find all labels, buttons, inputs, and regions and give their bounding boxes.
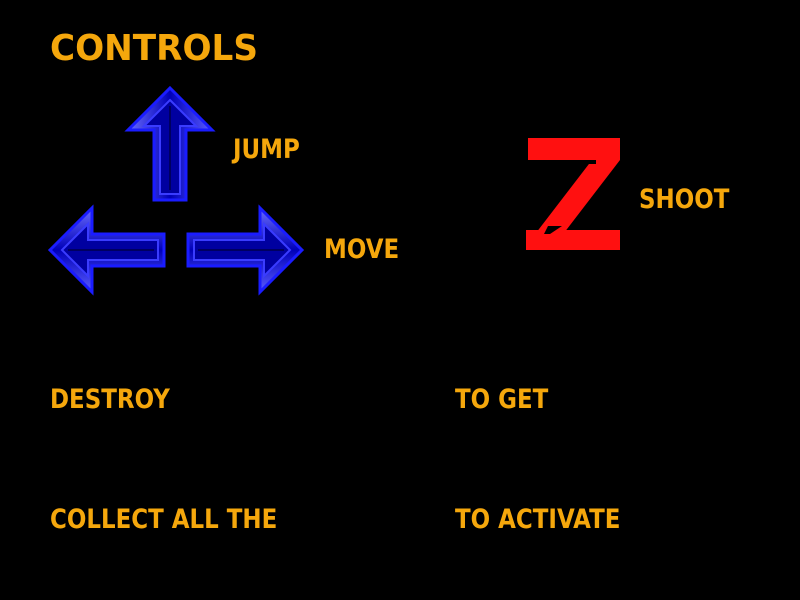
to-activate-label: TO ACTIVATE xyxy=(455,504,621,535)
move-label: MOVE xyxy=(324,234,400,265)
to-get-label: TO GET xyxy=(455,384,549,415)
right-arrow-icon xyxy=(186,204,305,296)
screen-title: CONTROLS xyxy=(50,28,258,69)
collect-label: COLLECT ALL THE xyxy=(50,504,278,535)
jump-label: JUMP xyxy=(233,134,300,165)
destroy-label: DESTROY xyxy=(50,384,170,415)
z-key-icon xyxy=(526,138,620,250)
up-arrow-icon xyxy=(124,85,216,202)
shoot-label: SHOOT xyxy=(639,184,730,215)
left-arrow-icon xyxy=(47,204,166,296)
